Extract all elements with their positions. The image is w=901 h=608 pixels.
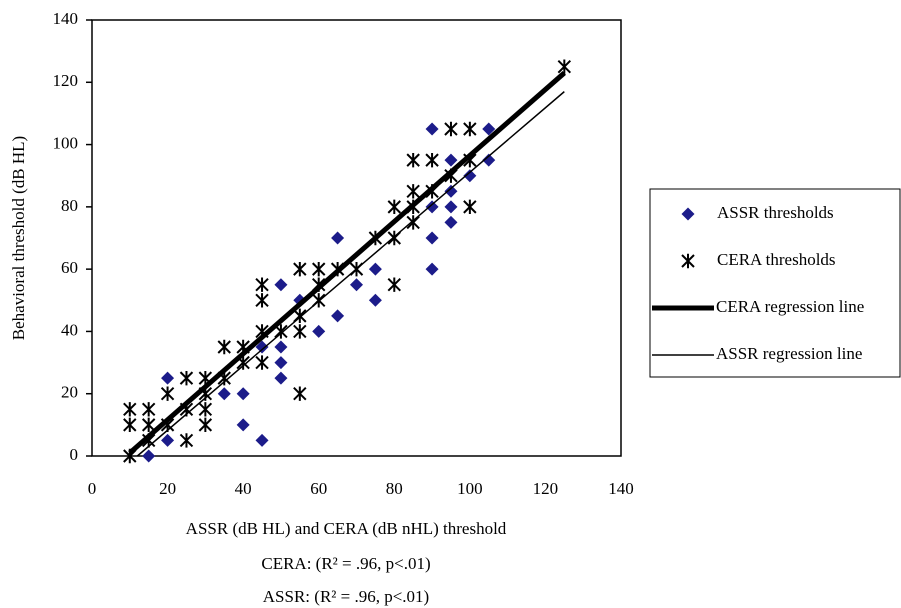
x-tick-label: 80 — [386, 479, 403, 498]
asterisk-marker — [406, 215, 420, 230]
diamond-marker — [444, 153, 458, 167]
diamond-marker — [274, 356, 288, 370]
diamond-marker — [274, 278, 288, 292]
diamond-marker — [274, 371, 288, 385]
asterisk-marker — [425, 152, 439, 168]
diamond-marker — [331, 231, 345, 245]
asterisk-marker — [198, 417, 213, 433]
y-axis-label: Behavioral threshold (dB HL) — [9, 136, 28, 340]
diamond-marker — [161, 433, 175, 447]
diamond-marker — [425, 122, 439, 136]
asterisk-marker — [179, 370, 194, 386]
x-tick-label: 60 — [310, 479, 327, 498]
diamond-marker — [331, 309, 345, 323]
diamond-marker — [482, 122, 496, 136]
asterisk-marker — [198, 402, 213, 417]
diamond-marker — [255, 340, 269, 354]
diamond-marker — [444, 200, 458, 214]
asterisk-marker — [463, 121, 477, 137]
diamond-marker — [425, 262, 439, 276]
regression-line — [136, 91, 565, 457]
legend-label: CERA thresholds — [717, 250, 836, 269]
y-tick-label: 20 — [61, 383, 78, 402]
y-tick-label: 120 — [53, 71, 79, 90]
diamond-marker — [368, 262, 382, 276]
asterisk-marker — [123, 402, 137, 417]
asterisk-marker — [387, 277, 401, 292]
asterisk-marker — [463, 199, 477, 215]
asterisk-marker — [141, 402, 156, 417]
diamond-marker — [350, 278, 363, 292]
asterisk-marker — [141, 417, 156, 433]
x-tick-label: 100 — [457, 479, 483, 498]
diamond-marker — [142, 449, 156, 463]
asterisk-marker — [160, 386, 175, 401]
legend-label: ASSR thresholds — [717, 203, 834, 222]
diamond-marker — [255, 433, 269, 447]
diamond-marker — [368, 293, 382, 307]
asterisk-marker — [557, 59, 572, 74]
legend: ASSR thresholds CERA thresholds CERA regre… — [649, 188, 901, 378]
y-tick-label: 80 — [61, 196, 78, 215]
diamond-marker — [161, 371, 175, 385]
asterisk-marker — [406, 184, 420, 199]
diamond-marker — [425, 200, 439, 214]
asterisk-marker — [387, 199, 401, 215]
diamond-marker — [312, 324, 326, 338]
asterisk-marker — [293, 324, 307, 339]
diamond-marker — [444, 215, 458, 229]
plot-frame — [91, 19, 622, 457]
diamond-marker — [274, 340, 288, 354]
diamond-marker — [425, 231, 439, 245]
y-tick-label: 60 — [61, 258, 78, 277]
y-tick-label: 100 — [53, 133, 79, 152]
asterisk-marker — [681, 253, 695, 269]
annotation: ASSR: (R² = .96, p<.01) — [263, 587, 429, 606]
diamond-marker — [482, 153, 496, 167]
asterisk-marker — [179, 433, 194, 448]
legend-label: ASSR regression line — [716, 344, 862, 363]
asterisk-marker — [293, 386, 307, 401]
asterisk-marker — [293, 261, 307, 277]
asterisk-marker — [217, 339, 231, 355]
asterisk-marker — [444, 121, 458, 137]
x-tick-label: 140 — [608, 479, 634, 498]
asterisk-marker — [255, 277, 269, 292]
legend-box — [649, 188, 901, 378]
diamond-marker — [217, 387, 231, 401]
x-tick-label: 40 — [235, 479, 252, 498]
diamond-marker — [236, 418, 250, 432]
x-tick-label: 120 — [533, 479, 559, 498]
y-tick-label: 40 — [61, 320, 78, 339]
annotation: CERA: (R² = .96, p<.01) — [261, 554, 430, 573]
diamond-marker — [463, 169, 477, 183]
x-axis-label: ASSR (dB HL) and CERA (dB nHL) threshold — [186, 519, 507, 538]
diamond-marker — [444, 184, 458, 198]
x-tick-label: 0 — [88, 479, 97, 498]
asterisk-marker — [255, 355, 269, 370]
asterisk-marker — [123, 417, 137, 433]
asterisk-marker — [406, 152, 420, 168]
asterisk-marker — [312, 261, 326, 277]
legend-label: CERA regression line — [716, 297, 864, 316]
diamond-marker — [681, 207, 695, 221]
y-tick-label: 0 — [70, 445, 79, 464]
diamond-marker — [236, 387, 250, 401]
regression-line — [128, 71, 566, 455]
asterisk-marker — [255, 293, 269, 308]
y-tick-label: 140 — [53, 9, 79, 28]
x-tick-label: 20 — [159, 479, 176, 498]
